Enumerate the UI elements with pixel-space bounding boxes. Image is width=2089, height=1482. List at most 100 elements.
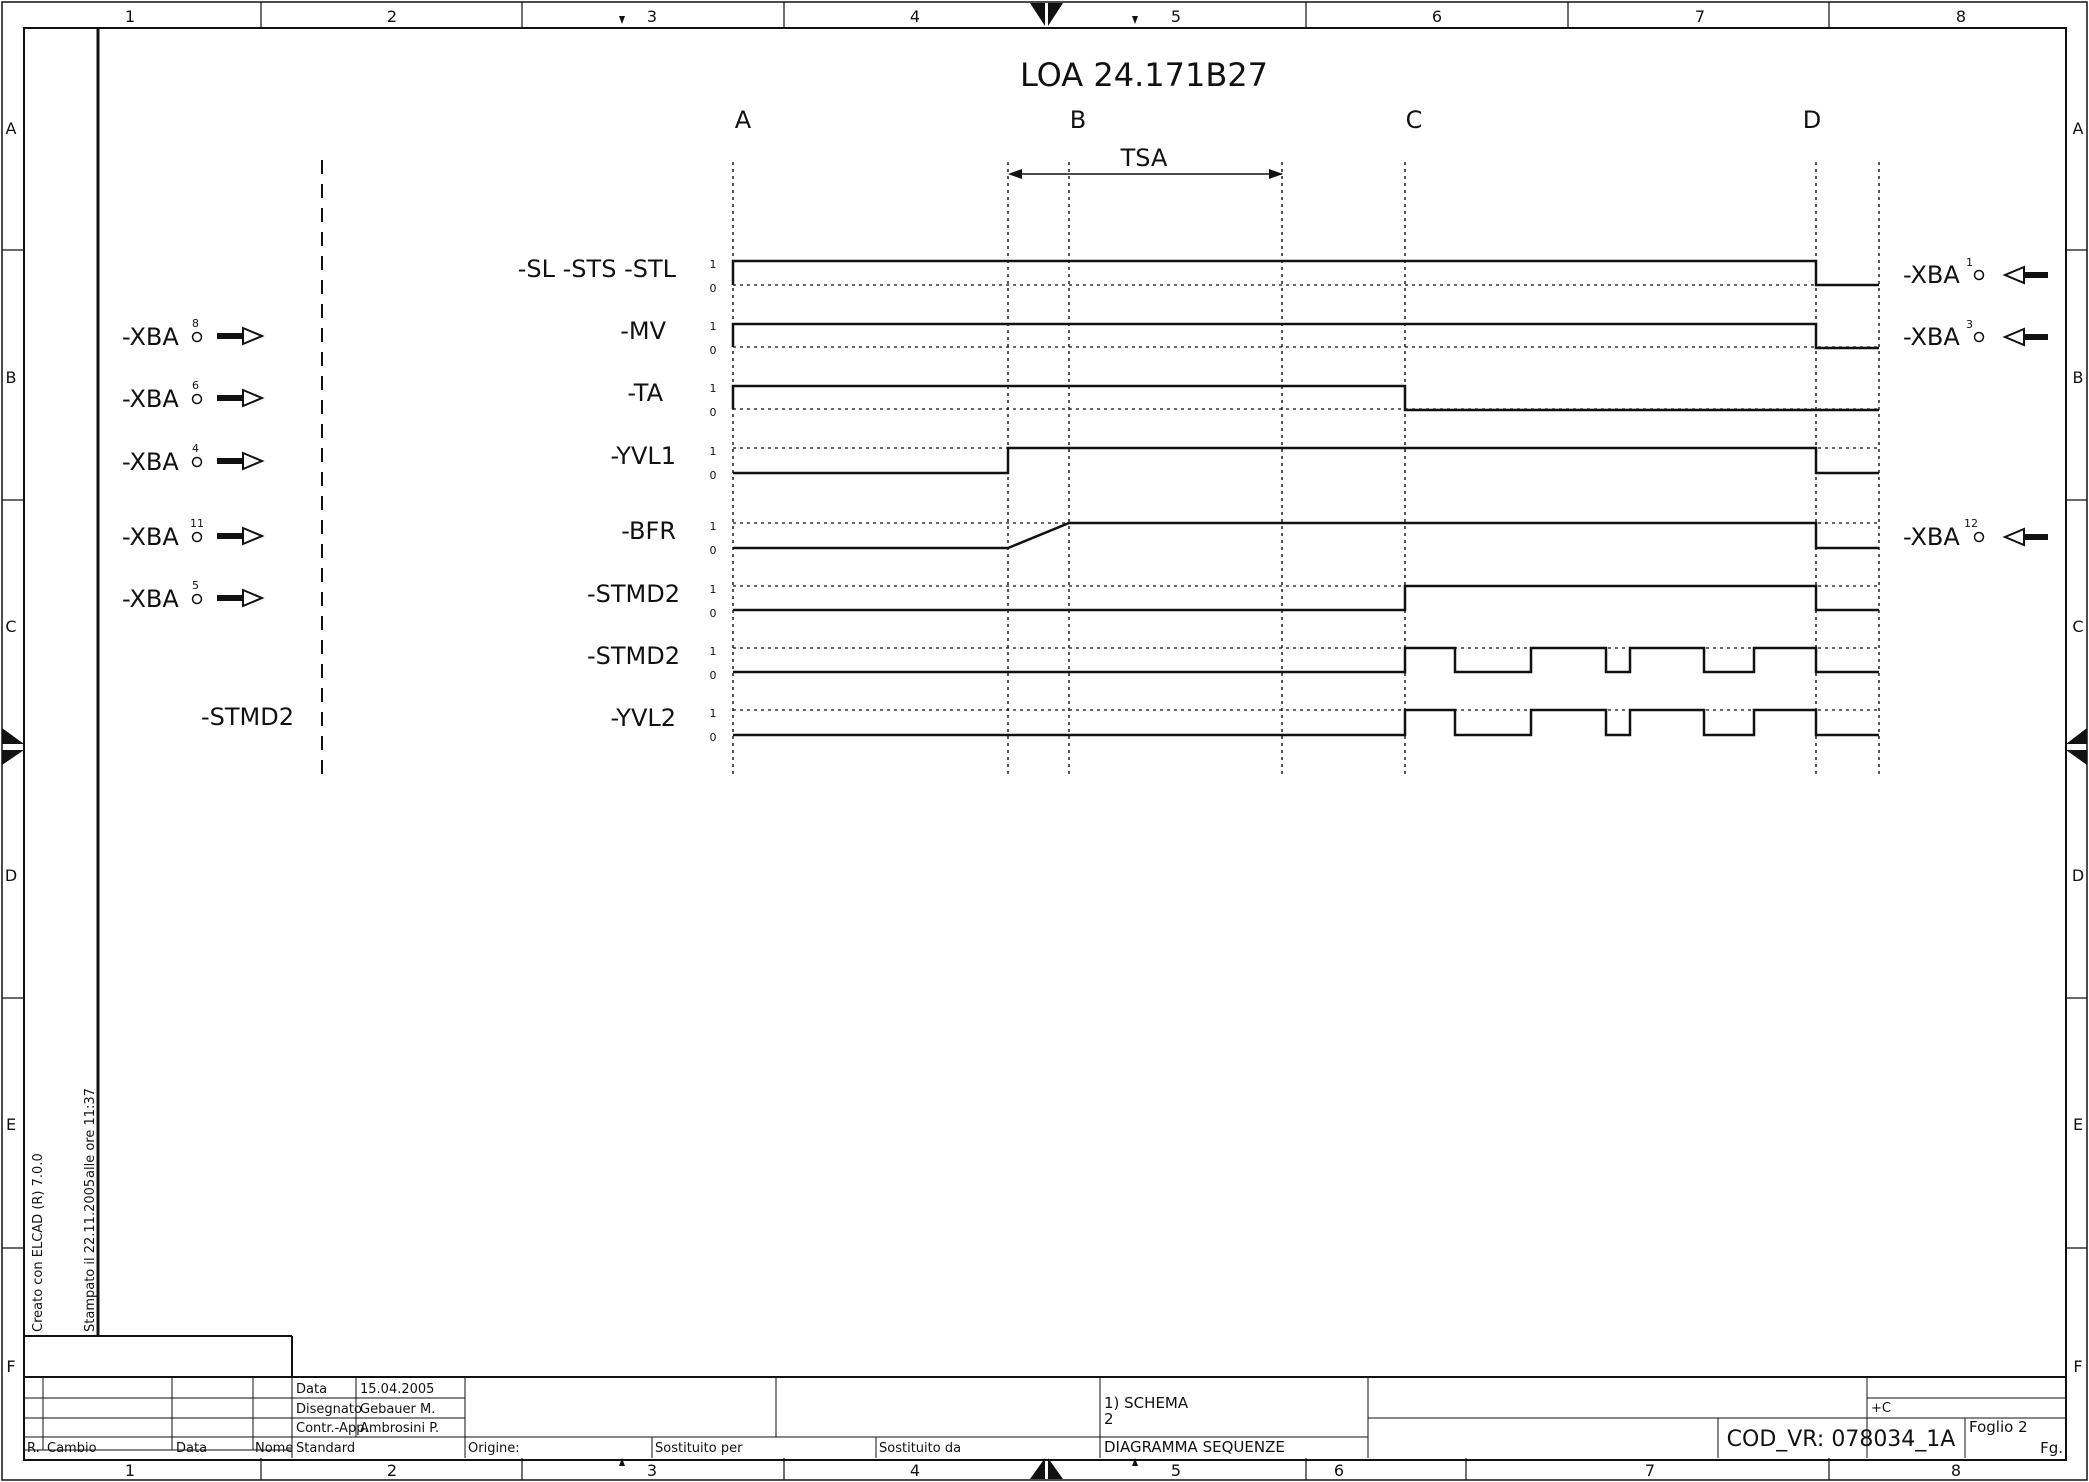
col-number: 6: [1432, 7, 1442, 26]
center-mark-left: [2, 728, 24, 744]
row-letter: A: [2073, 119, 2084, 138]
level-one: 1: [710, 583, 717, 596]
arrow-out-icon: [242, 588, 265, 608]
row-letter: D: [5, 866, 17, 885]
col-number: 1: [125, 7, 135, 26]
arrow-in-icon: [2002, 265, 2025, 285]
signal-trace: [733, 708, 1879, 737]
tsa-arrow-left: [1008, 169, 1022, 179]
connector-pin: 11: [190, 517, 204, 530]
col-number: 5: [1171, 7, 1181, 26]
row-letter: C: [5, 617, 16, 636]
terminal-icon: [191, 331, 203, 343]
signal-trace: [733, 584, 1879, 612]
signal-label: -STMD2: [587, 580, 680, 608]
phase-label-d: D: [1803, 106, 1821, 134]
col-number: 5: [1171, 1461, 1181, 1480]
level-one: 1: [710, 645, 717, 658]
level-zero: 0: [710, 469, 717, 482]
level-one: 1: [710, 445, 717, 458]
col-number: 8: [1951, 1461, 1961, 1480]
tb-location: +C: [1871, 1401, 1891, 1416]
connector-label: -XBA: [122, 585, 179, 613]
tb-name-col-label: Nome: [255, 1441, 293, 1456]
connector-xba-8: -XBA 8: [122, 317, 265, 351]
signal-label: -MV: [620, 317, 666, 345]
tb-drawn-value: Gebauer M.: [360, 1402, 435, 1417]
arrow-out-icon: [242, 326, 265, 346]
level-zero: 0: [710, 607, 717, 620]
arrow-in-icon: [2024, 334, 2048, 340]
tb-data-value: 15.04.2005: [360, 1382, 434, 1397]
row-letter: E: [6, 1115, 16, 1134]
tb-rev-label: R.: [27, 1441, 40, 1456]
col-number: 1: [125, 1461, 135, 1480]
arrow-out-icon: [217, 333, 243, 339]
tb-date-col-label: Data: [176, 1441, 207, 1456]
center-mark-right: [2066, 728, 2087, 744]
arrow-out-icon: [242, 451, 265, 471]
col-number: 2: [387, 1461, 397, 1480]
connector-pin: 6: [192, 379, 199, 392]
terminal-icon: [191, 531, 203, 543]
arrow-in-icon: [2002, 527, 2025, 547]
terminal-icon: [191, 456, 203, 468]
tb-data-label: Data: [296, 1382, 327, 1397]
signal-traces: -SL -STS -STL 1 0 -MV 1 0 -TA 1 0 -YVL1 …: [518, 255, 1879, 744]
signal-trace: [731, 322, 1879, 350]
level-zero: 0: [710, 731, 717, 744]
level-zero: 0: [710, 406, 717, 419]
connector-label: -XBA: [122, 448, 179, 476]
terminal-icon: [1973, 269, 1985, 281]
connector-pin: 3: [1966, 318, 1973, 331]
level-one: 1: [710, 382, 717, 395]
col-number: 3: [647, 7, 657, 26]
center-mark-bottom: [1048, 1458, 1063, 1479]
signal-trace: [731, 384, 1879, 412]
tick-marker: [619, 1458, 625, 1466]
arrow-out-icon: [217, 595, 243, 601]
connector-xba-12: -XBA 12: [1903, 517, 2048, 551]
center-mark-top: [1048, 3, 1063, 26]
tick-marker: [1132, 1458, 1138, 1466]
connector-xba-6: -XBA 6: [122, 379, 265, 413]
col-number: 3: [647, 1461, 657, 1480]
arrow-out-icon: [242, 388, 265, 408]
tb-description: DIAGRAMMA SEQUENZE: [1104, 1438, 1285, 1456]
center-mark-right: [2066, 750, 2087, 765]
terminal-icon: [191, 593, 203, 605]
signal-label: -YVL2: [610, 704, 676, 732]
tb-replaced-for-label: Sostituito per: [655, 1441, 743, 1456]
signal-trace: [733, 521, 1879, 550]
terminal-icon: [1973, 531, 1985, 543]
signal-trace: [731, 259, 1879, 287]
column-numbers-bottom: 1 2 3 4 5 6 7 8: [125, 1461, 1961, 1480]
level-zero: 0: [710, 282, 717, 295]
signal-trace: [733, 446, 1879, 475]
side-text-time: alle ore 11:37: [83, 1088, 98, 1178]
level-one: 1: [710, 258, 717, 271]
tick-marker: [1132, 16, 1138, 24]
signal-label: -TA: [627, 379, 663, 407]
terminal-icon: [191, 393, 203, 405]
tick-marker: [619, 16, 625, 24]
arrow-out-icon: [217, 533, 243, 539]
connector-xba-5: -XBA 5: [122, 579, 265, 613]
signal-label: -SL -STS -STL: [518, 255, 677, 283]
center-mark-left: [2, 750, 24, 765]
phase-label-b: B: [1070, 106, 1086, 134]
arrow-in-icon: [2024, 534, 2048, 540]
connector-label: -XBA: [122, 523, 179, 551]
tb-schema-line1: 1) SCHEMA: [1104, 1394, 1189, 1412]
center-mark-bottom: [1030, 1458, 1045, 1479]
tb-replaced-by-label: Sostituito da: [879, 1441, 961, 1456]
row-letters-right: A B C D E F: [2072, 119, 2084, 1376]
arrow-out-icon: [217, 395, 243, 401]
connector-pin: 8: [192, 317, 199, 330]
col-number: 4: [910, 1461, 920, 1480]
col-number: 7: [1695, 7, 1705, 26]
diagram-title: LOA 24.171B27: [1020, 56, 1268, 94]
side-text-printed: Stampato il 22.11.2005: [83, 1179, 98, 1332]
col-number: 4: [910, 7, 920, 26]
